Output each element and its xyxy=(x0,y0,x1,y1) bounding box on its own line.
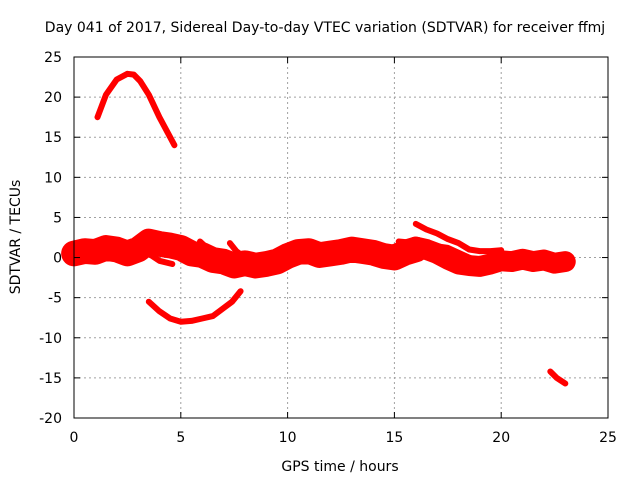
y-tick-label: -10 xyxy=(39,331,62,347)
y-tick-label: 20 xyxy=(44,90,62,106)
x-axis-label: GPS time / hours xyxy=(281,459,398,475)
axis-ticks: 0 5 10 15 20 25 -20 -15 -10 -5 0 5 10 15 20 25 xyxy=(39,50,617,446)
series-tail-low xyxy=(547,368,569,387)
y-tick-label: 5 xyxy=(53,210,62,226)
y-tick-label: -20 xyxy=(39,411,62,427)
y-tick-label: 0 xyxy=(53,251,62,267)
x-tick-label: 25 xyxy=(599,430,617,446)
series-spur-c xyxy=(226,240,248,261)
y-tick-label: -15 xyxy=(39,371,62,387)
y-tick-label: -5 xyxy=(48,291,62,307)
y-tick-label: 10 xyxy=(44,170,62,186)
x-tick-label: 20 xyxy=(492,430,510,446)
series-band-main xyxy=(61,228,429,279)
plot-frame xyxy=(73,56,609,419)
x-tick-label: 10 xyxy=(279,430,297,446)
series-arc-high xyxy=(94,70,178,149)
series-upper-right xyxy=(412,220,505,255)
series-mid-right xyxy=(395,238,483,266)
x-tick-label: 0 xyxy=(70,430,79,446)
x-tick-label: 5 xyxy=(176,430,185,446)
x-tick-label: 15 xyxy=(385,430,403,446)
series-spur-a xyxy=(147,252,176,267)
series-spur-b xyxy=(197,238,227,258)
y-axis-label: SDTVAR / TECUs xyxy=(8,180,24,295)
chart-title: Day 041 of 2017, Sidereal Day-to-day VTE… xyxy=(45,20,605,36)
y-tick-label: 25 xyxy=(44,50,62,66)
series-arc-low xyxy=(145,288,244,325)
data-series xyxy=(61,70,576,387)
series-band-late xyxy=(405,236,576,277)
y-tick-label: 15 xyxy=(44,130,62,146)
